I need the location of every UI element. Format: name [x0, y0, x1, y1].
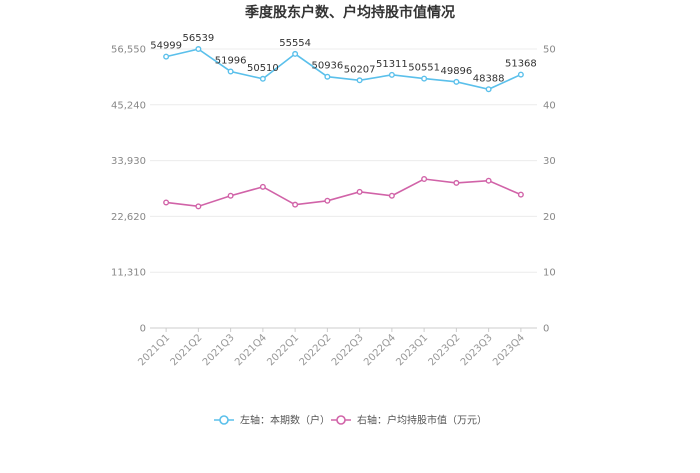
data-point[interactable]: [453, 179, 460, 186]
legend[interactable]: 左轴：本期数（户） 右轴：户均持股市值（万元）: [214, 414, 487, 427]
data-point[interactable]: [388, 192, 395, 199]
right-tick-label: 30: [543, 156, 556, 167]
left-tick-label: 0: [140, 324, 146, 335]
data-point[interactable]: [195, 203, 202, 210]
x-tick-label: 2022Q1: [265, 332, 301, 368]
x-axis: 2021Q12021Q22021Q32021Q42022Q12022Q22022…: [136, 328, 527, 368]
data-point[interactable]: [324, 73, 331, 80]
left-tick-label: 22,620: [111, 212, 146, 223]
data-point[interactable]: [195, 46, 202, 53]
right-tick-label: 0: [543, 324, 549, 335]
data-label: 51368: [505, 59, 537, 70]
legend-swatch-marker: [336, 415, 346, 425]
grid: [150, 48, 537, 329]
data-point[interactable]: [259, 183, 266, 190]
data-point[interactable]: [356, 77, 363, 84]
data-point[interactable]: [485, 177, 492, 184]
x-tick-label: 2022Q4: [362, 332, 398, 368]
data-label: 54999: [150, 41, 182, 52]
x-tick-label: 2023Q2: [427, 332, 463, 368]
data-point[interactable]: [227, 192, 234, 199]
right-tick-label: 50: [543, 45, 556, 56]
data-point[interactable]: [517, 191, 524, 198]
data-point[interactable]: [227, 68, 234, 75]
left-tick-label: 33,930: [111, 156, 146, 167]
data-point[interactable]: [485, 86, 492, 93]
x-tick-label: 2021Q2: [169, 332, 205, 368]
right-tick-label: 40: [543, 100, 556, 111]
legend-swatch-marker: [219, 415, 229, 425]
data-label: 50936: [311, 61, 343, 72]
x-tick-label: 2023Q3: [459, 332, 495, 368]
left-axis: 0 11,310 22,620 33,930 45,240 56,550: [111, 45, 146, 335]
data-label: 56539: [182, 33, 214, 44]
data-label: 50207: [344, 64, 376, 75]
data-label: 49896: [440, 66, 472, 77]
data-point[interactable]: [292, 201, 299, 208]
legend-item-0[interactable]: 左轴：本期数（户）: [214, 414, 330, 427]
data-point[interactable]: [421, 176, 428, 183]
data-point[interactable]: [259, 75, 266, 82]
data-label: 50551: [408, 63, 440, 74]
data-point[interactable]: [517, 71, 524, 78]
data-point[interactable]: [388, 71, 395, 78]
data-label: 50510: [247, 63, 279, 74]
x-tick-label: 2022Q2: [298, 332, 334, 368]
data-point[interactable]: [163, 53, 170, 60]
data-label: 51311: [376, 59, 408, 70]
data-point[interactable]: [421, 75, 428, 82]
left-tick-label: 11,310: [111, 268, 146, 279]
right-tick-label: 10: [543, 268, 556, 279]
right-axis: 0 10 20 30 40 50: [543, 45, 556, 335]
data-point[interactable]: [453, 78, 460, 85]
x-tick-label: 2021Q3: [201, 332, 237, 368]
left-tick-label: 45,240: [111, 100, 146, 111]
data-point[interactable]: [356, 188, 363, 195]
series-line-1: [166, 178, 522, 208]
x-tick-label: 2023Q1: [394, 332, 430, 368]
series-line-0: [165, 48, 522, 91]
left-tick-label: 56,550: [111, 45, 146, 56]
data-label: 55554: [279, 38, 311, 49]
legend-item-1[interactable]: 右轴：户均持股市值（万元）: [331, 414, 487, 427]
right-tick-label: 20: [543, 212, 556, 223]
x-tick-label: 2021Q4: [233, 332, 269, 368]
x-tick-label: 2022Q3: [330, 332, 366, 368]
legend-label: 左轴：本期数（户）: [240, 414, 330, 427]
x-tick-label: 2023Q4: [491, 332, 527, 368]
chart-title: 季度股东户数、户均持股市值情况: [244, 4, 455, 21]
legend-label: 右轴：户均持股市值（万元）: [357, 414, 487, 427]
data-point[interactable]: [292, 50, 299, 57]
data-point[interactable]: [324, 197, 331, 204]
data-label: 51996: [215, 55, 247, 66]
data-label: 48388: [473, 73, 505, 84]
data-point[interactable]: [163, 199, 170, 206]
x-tick-label: 2021Q1: [136, 332, 172, 368]
